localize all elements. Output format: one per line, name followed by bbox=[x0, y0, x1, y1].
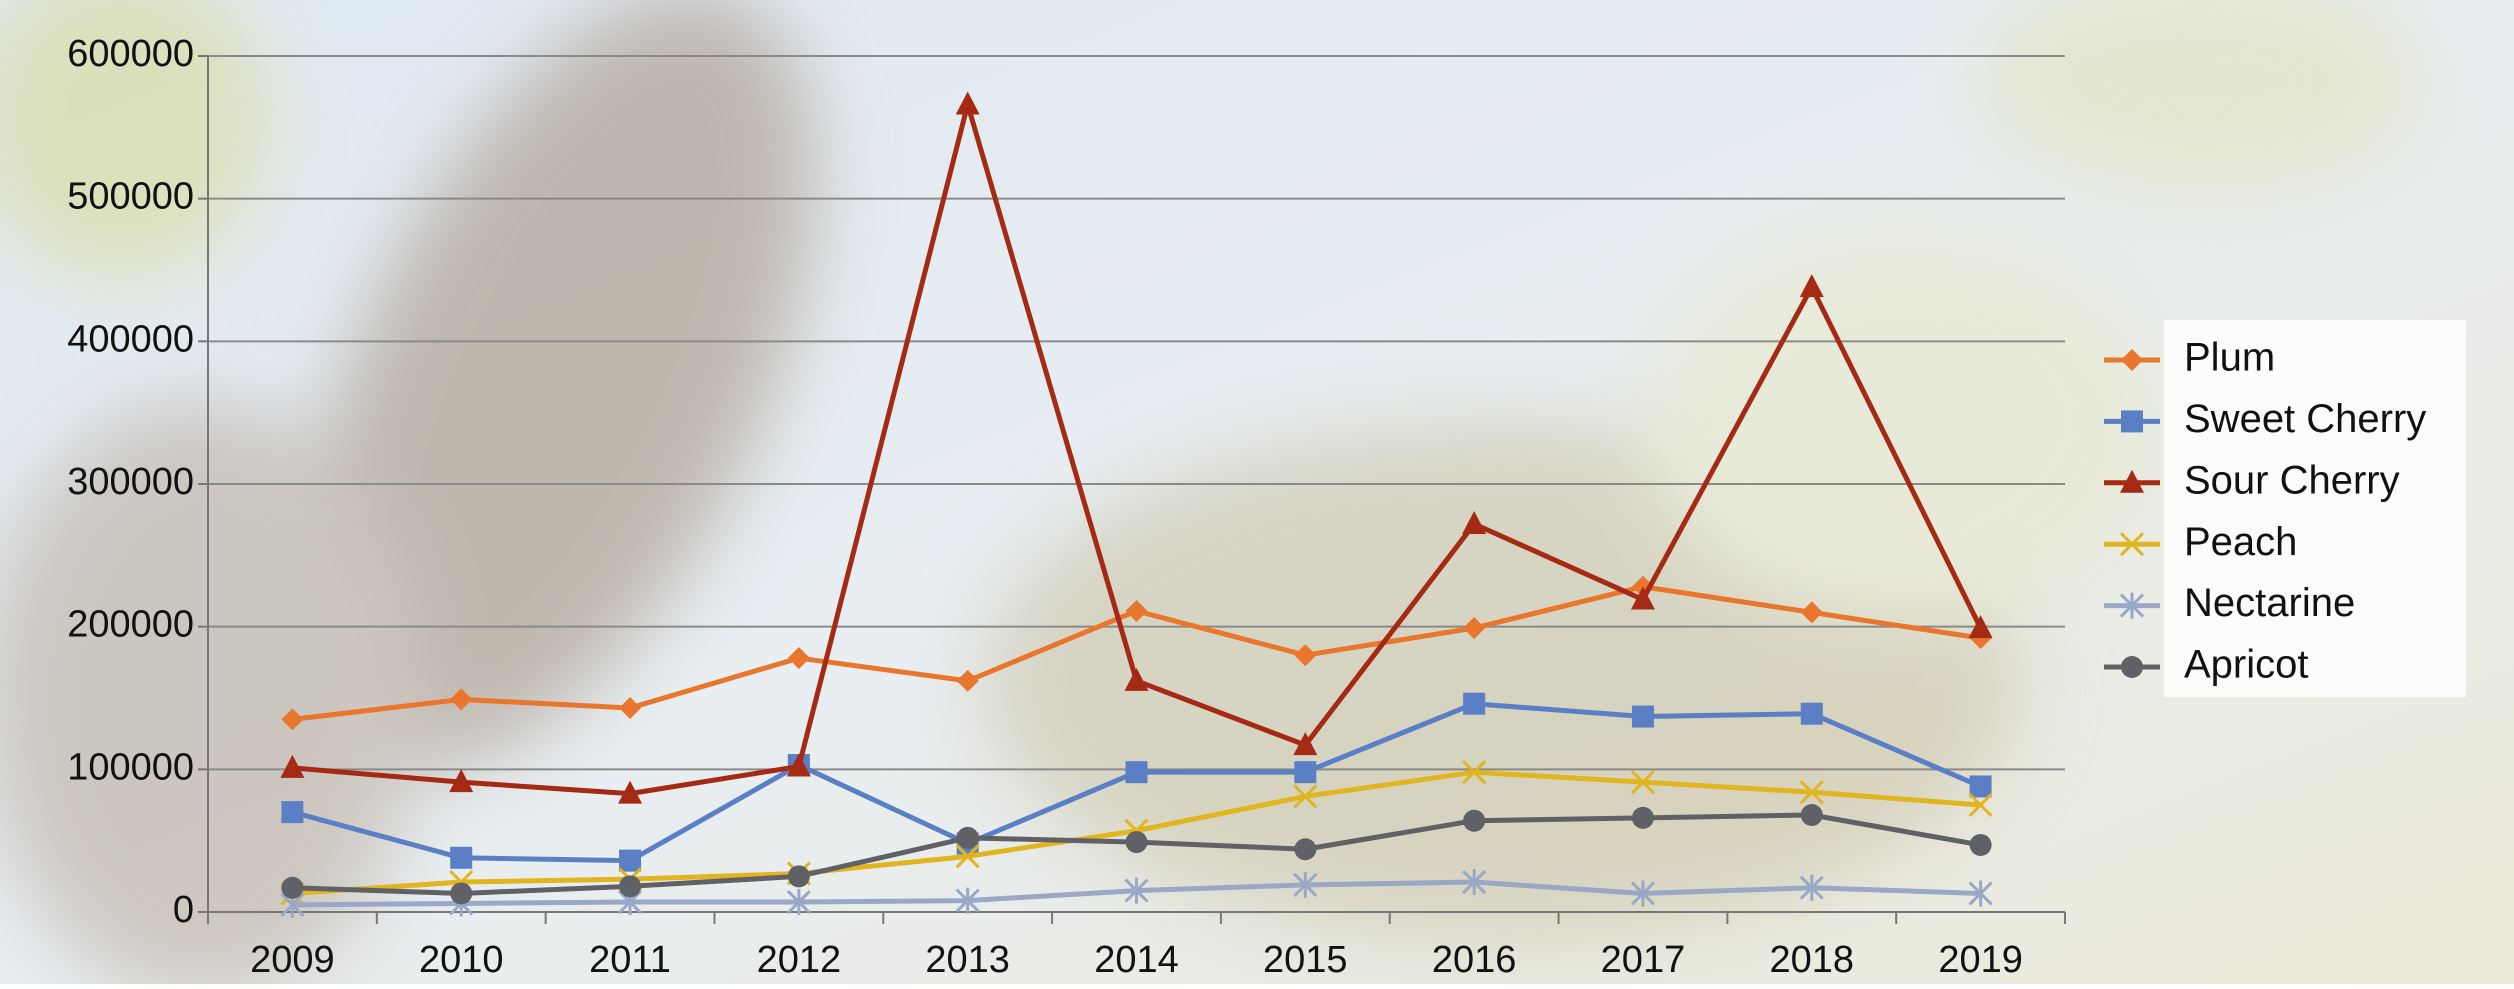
x-tick-label: 2013 bbox=[925, 939, 1010, 981]
data-point bbox=[1969, 833, 1992, 856]
y-tick-label: 600000 bbox=[67, 33, 194, 75]
data-point bbox=[1630, 880, 1656, 907]
data-point bbox=[1125, 761, 1148, 784]
data-point bbox=[450, 688, 473, 711]
data-point bbox=[1463, 692, 1486, 715]
data-point bbox=[1463, 617, 1486, 640]
legend-label: Plum bbox=[2184, 336, 2275, 380]
y-tick-label: 0 bbox=[173, 889, 194, 931]
background-photo bbox=[0, 0, 2420, 989]
y-tick-label: 200000 bbox=[67, 604, 194, 646]
legend-label: Peach bbox=[2184, 520, 2297, 564]
legend-marker bbox=[2121, 410, 2143, 433]
data-point bbox=[1968, 615, 1993, 639]
data-point bbox=[1124, 667, 1149, 691]
x-tick-label: 2014 bbox=[1094, 939, 1179, 981]
data-point bbox=[1631, 705, 1654, 728]
legend-label: Sour Cherry bbox=[2184, 458, 2400, 502]
x-tick-label: 2010 bbox=[419, 939, 504, 981]
y-tick-label: 500000 bbox=[67, 176, 194, 218]
x-tick-label: 2016 bbox=[1432, 939, 1517, 981]
data-point bbox=[955, 844, 980, 869]
data-point bbox=[1294, 644, 1317, 667]
y-tick-label: 300000 bbox=[67, 461, 194, 503]
y-tick-label: 100000 bbox=[67, 746, 194, 788]
data-point bbox=[619, 875, 642, 898]
data-point bbox=[280, 754, 305, 778]
data-point bbox=[1800, 601, 1823, 624]
data-point bbox=[1799, 274, 1824, 298]
legend-marker bbox=[2120, 469, 2144, 493]
data-point bbox=[1462, 760, 1487, 785]
x-tick-label: 2015 bbox=[1263, 939, 1348, 981]
data-point bbox=[1968, 792, 1993, 818]
data-point bbox=[787, 865, 810, 888]
data-point bbox=[1125, 831, 1148, 854]
data-point bbox=[281, 708, 304, 731]
x-tick-label: 2018 bbox=[1769, 939, 1854, 981]
data-point bbox=[1463, 809, 1486, 832]
data-point bbox=[1125, 599, 1148, 622]
legend-marker bbox=[2121, 656, 2143, 678]
data-point bbox=[1630, 770, 1656, 795]
data-point bbox=[1799, 874, 1824, 901]
data-point bbox=[1969, 775, 1992, 798]
legend-marker bbox=[2119, 532, 2145, 557]
legend-label: Nectarine bbox=[2184, 581, 2355, 625]
data-point bbox=[1462, 510, 1487, 534]
legend-marker bbox=[2121, 349, 2143, 371]
x-tick-label: 2017 bbox=[1601, 939, 1686, 981]
data-point bbox=[1462, 869, 1487, 896]
data-point bbox=[1293, 784, 1318, 809]
x-tick-label: 2011 bbox=[589, 939, 671, 981]
data-point bbox=[786, 889, 811, 916]
legend-box bbox=[2164, 320, 2466, 697]
data-point bbox=[1293, 871, 1318, 898]
data-point bbox=[450, 846, 473, 869]
legend-marker bbox=[2119, 592, 2145, 619]
data-point bbox=[956, 669, 979, 692]
data-point bbox=[281, 876, 304, 899]
data-point bbox=[955, 887, 980, 914]
data-point bbox=[1293, 732, 1318, 756]
y-tick-label: 400000 bbox=[67, 318, 194, 360]
data-point bbox=[449, 769, 474, 793]
data-point bbox=[1968, 880, 1993, 907]
data-point bbox=[787, 647, 810, 670]
data-point bbox=[786, 753, 811, 777]
data-point bbox=[1630, 586, 1655, 610]
x-tick-label: 2009 bbox=[250, 939, 335, 981]
legend-label: Apricot bbox=[2184, 643, 2309, 687]
data-point bbox=[450, 882, 473, 905]
data-point bbox=[955, 91, 980, 115]
legend-label: Sweet Cherry bbox=[2184, 397, 2426, 441]
data-point bbox=[619, 696, 642, 719]
data-point bbox=[618, 780, 643, 804]
data-point bbox=[1631, 806, 1654, 829]
data-point bbox=[956, 826, 979, 849]
data-point bbox=[619, 849, 642, 872]
data-point bbox=[281, 801, 304, 824]
data-point bbox=[1800, 803, 1823, 826]
data-point bbox=[1294, 838, 1317, 861]
data-point bbox=[1294, 761, 1317, 784]
x-tick-label: 2012 bbox=[757, 939, 842, 981]
x-tick-label: 2019 bbox=[1938, 939, 2023, 981]
data-point bbox=[1800, 702, 1823, 725]
data-point bbox=[1799, 780, 1824, 805]
data-point bbox=[1124, 877, 1149, 904]
